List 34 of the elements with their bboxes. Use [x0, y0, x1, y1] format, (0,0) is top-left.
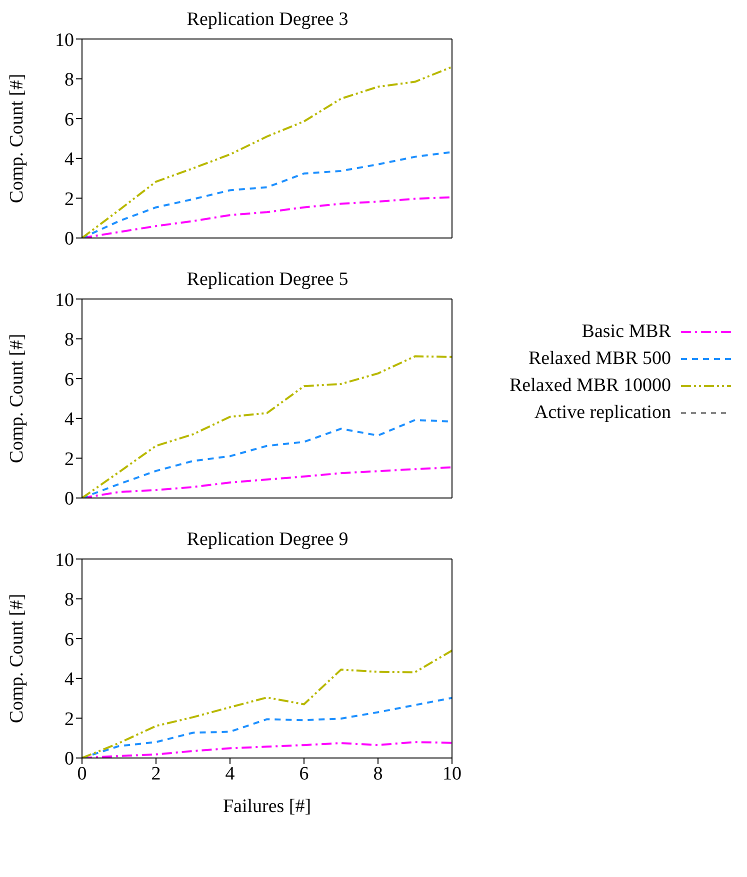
x-tick-label: 10: [442, 763, 462, 784]
x-axis-title: Failures [#]: [222, 796, 312, 817]
y-tick-label: 10: [55, 290, 74, 311]
y-tick-label: 10: [55, 550, 74, 571]
y-tick-label: 4: [64, 409, 74, 430]
legend-label: Relaxed MBR 10000: [510, 374, 671, 396]
y-tick-label: 2: [64, 188, 74, 210]
legend-label: Basic MBR: [582, 320, 671, 342]
legend-label: Relaxed MBR 500: [528, 348, 671, 370]
y-tick-label: 8: [64, 70, 74, 91]
legend-label: Active replication: [534, 402, 671, 424]
y-tick-label: 4: [64, 669, 74, 690]
y-tick-label: 4: [64, 149, 74, 170]
y-tick-label: 6: [64, 629, 74, 650]
y-tick-label: 0: [64, 748, 74, 770]
y-tick-label: 0: [64, 228, 74, 250]
chart-title: Replication Degree 5: [186, 268, 350, 292]
chart-title: Replication Degree 9: [186, 528, 350, 552]
y-tick-label: 8: [64, 590, 74, 611]
y-tick-label: 8: [64, 330, 74, 351]
x-tick-label: 2: [151, 763, 161, 784]
y-tick-label: 0: [64, 488, 74, 510]
y-tick-label: 2: [64, 708, 74, 730]
y-tick-label: 6: [64, 109, 74, 130]
x-tick-label: 8: [373, 763, 383, 784]
y-tick-label: 6: [64, 369, 74, 390]
chart-title: Replication Degree 3: [186, 8, 350, 32]
y-tick-label: 2: [64, 448, 74, 470]
x-tick-label: 4: [225, 763, 236, 784]
x-tick-label: 6: [299, 763, 309, 784]
y-tick-label: 10: [55, 30, 74, 51]
y-axis-title: Comp. Count [#]: [6, 594, 28, 724]
y-axis-title: Comp. Count [#]: [6, 74, 28, 204]
y-axis-title: Comp. Count [#]: [6, 334, 28, 464]
